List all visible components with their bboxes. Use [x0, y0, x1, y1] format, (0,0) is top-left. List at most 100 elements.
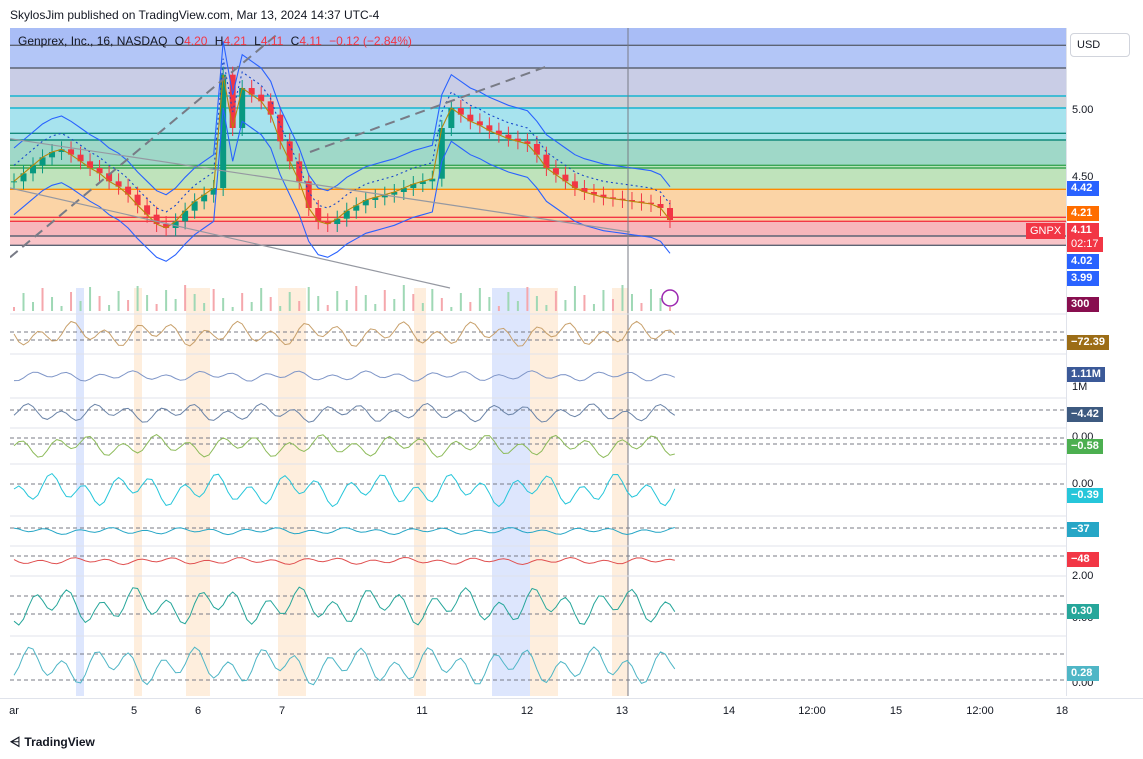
- candle-body: [87, 161, 94, 168]
- session-shade: [414, 288, 426, 696]
- candle-body: [134, 194, 141, 206]
- pane-tick: 2.00: [1072, 570, 1094, 582]
- basis-line: [13, 74, 671, 229]
- tag-indicator-3: −4.42: [1067, 407, 1103, 422]
- zone-band: [10, 168, 1066, 190]
- zone-band: [10, 236, 1066, 246]
- volume-bar: [13, 307, 15, 311]
- volume-bar: [431, 289, 434, 311]
- volume-bar: [155, 304, 158, 311]
- tradingview-logo-icon: ⩤: [10, 734, 21, 749]
- candle-body: [628, 200, 635, 202]
- volume-bar: [22, 293, 25, 311]
- candle-body: [144, 205, 151, 215]
- volume-bar: [336, 291, 339, 311]
- tag-indicator-6: −37: [1067, 522, 1099, 537]
- candle-body: [400, 188, 407, 192]
- volume-bar: [669, 307, 671, 311]
- trend-line: [10, 31, 281, 259]
- pane-tick: 1M: [1072, 381, 1088, 393]
- candle-body: [30, 165, 37, 174]
- volume-bar: [402, 285, 405, 311]
- legend-change: −0.12 (−2.84%): [329, 34, 412, 48]
- candle-body: [476, 121, 483, 126]
- candle-body: [410, 184, 417, 188]
- candle-body: [600, 194, 607, 198]
- chart-area[interactable]: Genprex, Inc., 16, NASDAQ O4.20 H4.21 L4…: [10, 28, 1066, 696]
- tradingview-footer[interactable]: ⩤ TradingView: [10, 734, 95, 750]
- candle-body: [429, 178, 436, 182]
- tag-open-level: 4.21: [1067, 206, 1099, 221]
- candle-body: [248, 88, 255, 95]
- zone-band: [10, 96, 1066, 108]
- candle-body: [305, 181, 312, 208]
- currency-button[interactable]: USD: [1070, 33, 1130, 57]
- volume-bar: [649, 289, 652, 311]
- candle-body: [153, 214, 160, 224]
- volume-bar: [583, 295, 586, 311]
- upper-band-line: [13, 41, 671, 196]
- indicator-line: [13, 370, 675, 382]
- time-tick: 6: [194, 705, 202, 717]
- volume-bar: [488, 297, 491, 311]
- volume-bar: [136, 286, 139, 311]
- time-axis[interactable]: ar 5 6 7 11 12 13 14 12:00 15 12:00 18: [0, 698, 1143, 720]
- candle-body: [343, 210, 350, 219]
- volume-bar: [545, 305, 548, 311]
- tag-indicator-4: −0.58: [1067, 439, 1103, 454]
- candle-body: [543, 154, 550, 168]
- candle-body: [96, 168, 103, 174]
- time-tick: 7: [278, 705, 286, 717]
- volume-bar: [469, 302, 472, 311]
- candle-body: [11, 181, 17, 183]
- candle-body: [334, 218, 341, 224]
- candle-body: [353, 205, 360, 211]
- candle-body: [239, 88, 246, 128]
- volume-bar: [345, 300, 348, 311]
- indicator-line: [13, 556, 675, 566]
- legend-close-label: C: [290, 34, 300, 48]
- symbol-price-tag: GNPX: [1026, 223, 1066, 239]
- candle-body: [77, 154, 84, 162]
- candle-body: [571, 181, 578, 188]
- candle-body: [68, 149, 75, 155]
- legend-high-value: 4.21: [223, 34, 247, 48]
- lower-band-line: [13, 107, 671, 262]
- chart-canvas[interactable]: [10, 28, 1066, 696]
- price-tick: 4.50: [1072, 171, 1094, 183]
- tag-band-low: 3.99: [1067, 271, 1099, 286]
- volume-bar: [554, 291, 557, 311]
- volume-bar: [288, 292, 291, 311]
- volume-bar: [307, 287, 310, 311]
- tag-countdown: 02:17: [1067, 237, 1103, 252]
- price-axis[interactable]: [1066, 28, 1143, 696]
- zone-band: [10, 68, 1066, 96]
- volume-bar: [421, 303, 424, 311]
- candle-body: [486, 125, 493, 131]
- zone-band: [10, 217, 1066, 222]
- volume-bar: [98, 296, 101, 311]
- session-shade: [492, 288, 530, 696]
- volume-bar: [564, 300, 567, 311]
- candle-body: [467, 114, 474, 122]
- zone-band: [10, 245, 1066, 288]
- tradingview-brand: TradingView: [24, 735, 95, 749]
- volume-bar: [260, 288, 263, 311]
- tag-indicator-2: 1.11M: [1067, 367, 1105, 382]
- time-tick: 5: [130, 705, 138, 717]
- trend-line: [10, 138, 631, 233]
- candle-body: [638, 201, 645, 203]
- volume-bar: [241, 293, 244, 311]
- volume-bar: [222, 298, 225, 311]
- time-tick: ar: [9, 705, 19, 717]
- candle-body: [229, 74, 236, 128]
- session-shade: [186, 288, 210, 696]
- candle-body: [201, 194, 208, 202]
- volume-bar: [60, 306, 63, 311]
- volume-bar: [269, 297, 272, 311]
- volume-bar: [573, 286, 576, 311]
- volume-bar: [459, 293, 462, 311]
- candle-body: [267, 101, 274, 115]
- candle-body: [106, 173, 113, 182]
- candle-body: [277, 114, 284, 142]
